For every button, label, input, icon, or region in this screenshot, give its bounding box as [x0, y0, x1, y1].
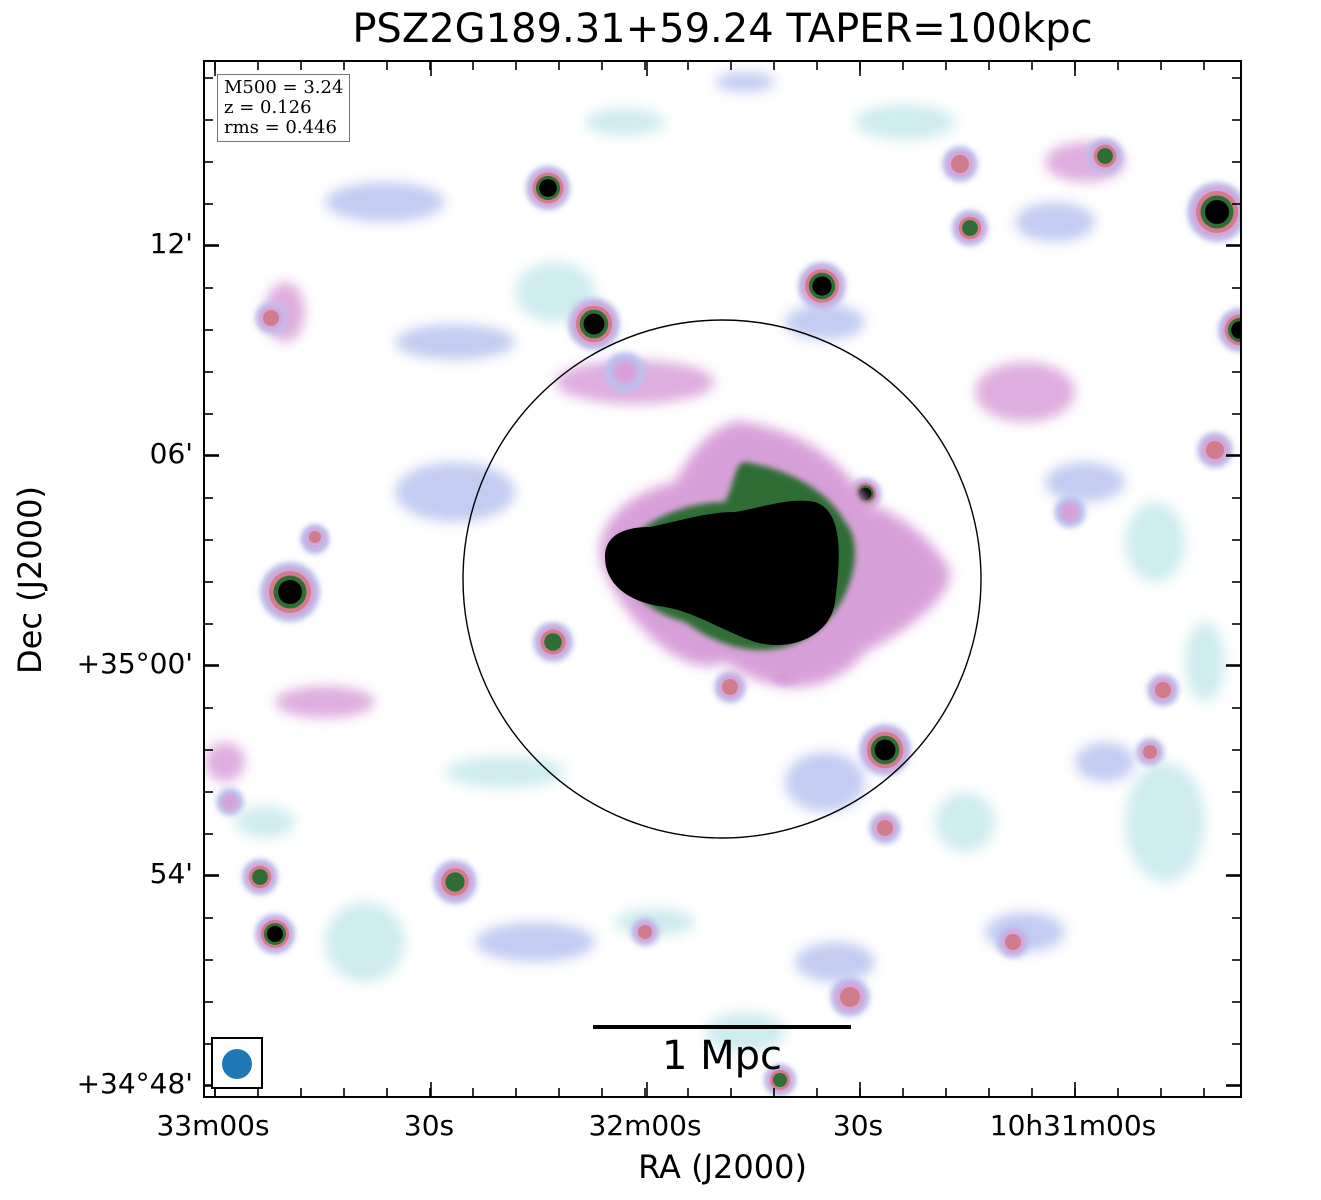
- radio-emission-map: [205, 62, 1240, 1096]
- compact-radio-source: [242, 859, 278, 895]
- y-tick-label: +34°48': [76, 1067, 193, 1100]
- scale-bar-label: 1 Mpc: [661, 1033, 783, 1079]
- y-tick-label: 54': [149, 857, 193, 890]
- info-m500: M500 = 3.24: [224, 77, 344, 98]
- x-tick-label: 33m00s: [156, 1109, 270, 1142]
- x-tick-label: 10h31m00s: [989, 1109, 1157, 1142]
- scale-bar: [593, 1025, 851, 1029]
- compact-radio-source: [533, 622, 573, 662]
- compact-radio-source: [255, 914, 295, 954]
- r500-circle: [462, 319, 982, 839]
- compact-radio-source: [1187, 182, 1240, 242]
- figure-title: PSZ2G189.31+59.24 TAPER=100kpc: [352, 6, 1093, 52]
- x-tick-label: 32m00s: [588, 1109, 702, 1142]
- compact-radio-source: [714, 671, 746, 703]
- y-tick-label: 06': [149, 437, 193, 470]
- y-axis-title: Dec (J2000): [11, 486, 49, 674]
- compact-radio-source: [1054, 496, 1086, 528]
- compact-radio-source: [1197, 432, 1233, 468]
- compact-radio-source: [255, 302, 287, 334]
- compact-radio-source: [216, 788, 244, 816]
- cluster-info-box: M500 = 3.24 z = 0.126 rms = 0.446: [217, 74, 351, 142]
- beam-ellipse: [222, 1049, 252, 1079]
- compact-radio-source: [869, 812, 901, 844]
- x-tick-label: 30s: [403, 1109, 455, 1142]
- compact-radio-source: [764, 1064, 796, 1096]
- compact-radio-source: [605, 352, 645, 392]
- y-tick-label: 12': [149, 227, 193, 260]
- compact-radio-source: [952, 210, 988, 246]
- compact-radio-source: [1147, 674, 1179, 706]
- compact-radio-source: [303, 525, 327, 549]
- compact-radio-source: [942, 146, 978, 182]
- compact-radio-source: [1136, 738, 1164, 766]
- beam-box: [211, 1037, 263, 1089]
- x-axis-title: RA (J2000): [638, 1148, 807, 1186]
- compact-radio-source: [798, 262, 846, 310]
- x-tick-label: 30s: [832, 1109, 884, 1142]
- compact-radio-source: [997, 926, 1029, 958]
- compact-radio-source: [568, 298, 620, 350]
- compact-radio-source: [260, 562, 320, 622]
- compact-radio-source: [526, 166, 570, 210]
- compact-radio-source: [859, 724, 911, 776]
- compact-radio-source: [433, 860, 477, 904]
- info-rms: rms = 0.446: [224, 117, 337, 138]
- compact-radio-source: [1087, 138, 1123, 174]
- radio-image-panel: [203, 60, 1242, 1098]
- y-tick-label: +35°00': [76, 647, 193, 680]
- compact-radio-source: [830, 977, 870, 1017]
- compact-radio-source: [631, 918, 659, 946]
- central-cluster-emission: [599, 421, 951, 687]
- info-redshift: z = 0.126: [224, 97, 312, 118]
